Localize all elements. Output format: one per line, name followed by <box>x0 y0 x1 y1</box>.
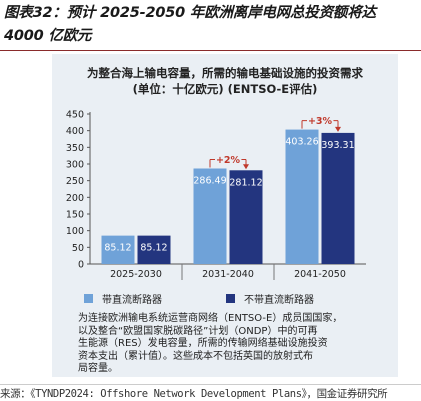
bar <box>321 132 355 264</box>
bar <box>193 168 227 264</box>
annotation-label: +3% <box>308 116 333 127</box>
y-tick-label: 350 <box>66 143 84 154</box>
chart-title: 为整合海上输电容量，所需的输电基础设施的投资需求 <box>87 66 363 80</box>
chart-legend: 带直流断路器 不带直流断路器 <box>84 291 384 306</box>
x-tick-label: 2025-2030 <box>110 269 162 280</box>
title-divider <box>0 50 421 51</box>
source-text: 来源：《TYNDP2024: Offshore Network Developm… <box>0 388 388 400</box>
legend-swatch-without-breaker <box>226 293 235 303</box>
chart-note: 为连接欧洲输电系统运营商网络（ENTSO-E）成员国国家， 以及整合“欧盟国家脱… <box>78 313 368 376</box>
annotation-arrowhead <box>335 126 341 132</box>
chart-heading: 为整合海上输电容量，所需的输电基础设施的投资需求 (单位：十亿欧元) (ENTS… <box>52 65 398 97</box>
note-line: 以及整合“欧盟国家脱碳路径”计划（ONDP）中的可再 <box>78 325 318 337</box>
y-tick-label: 50 <box>72 243 84 254</box>
figure-title-line-2: 4000 亿欧元 <box>4 28 92 44</box>
annotation-label: +2% <box>216 155 241 166</box>
bar <box>285 129 319 264</box>
legend-label-without-breaker: 不带直流断路器 <box>244 294 314 306</box>
note-line: 生能源（RES）发电容量，所需的传输网络基础设施投资 <box>78 338 328 349</box>
legend-item-without-breaker: 不带直流断路器 <box>226 291 314 306</box>
note-line: 局容量。 <box>78 363 118 374</box>
chart-panel: 为整合海上输电容量，所需的输电基础设施的投资需求 (单位：十亿欧元) (ENTS… <box>52 54 398 377</box>
annotation-arrowhead <box>243 164 249 170</box>
bar-data-label: 281.12 <box>229 177 262 188</box>
bar-data-label: 393.31 <box>321 140 354 151</box>
y-tick-label: 450 <box>66 110 84 121</box>
y-tick-label: 200 <box>66 193 84 204</box>
bar <box>101 235 135 264</box>
chart-subtitle: (单位：十亿欧元) (ENTSO-E评估) <box>132 82 318 96</box>
bar <box>137 235 171 264</box>
bar-data-label: 85.12 <box>104 243 131 254</box>
bar-data-label: 85.12 <box>140 243 167 254</box>
legend-swatch-with-breaker <box>84 293 93 303</box>
legend-label-with-breaker: 带直流断路器 <box>102 294 162 306</box>
note-line: 资本支出（累计值）。这些成本不包括英国的放射式布 <box>78 350 313 362</box>
x-tick-label: 2031-2040 <box>202 269 254 280</box>
y-tick-label: 300 <box>66 160 84 171</box>
x-tick-label: 2041-2050 <box>294 269 346 280</box>
figure-title: 图表32：预计 2025-2050 年欧洲离岸电网总投资额将达 4000 亿欧元 <box>4 2 420 48</box>
y-tick-label: 150 <box>66 210 84 221</box>
bar-chart: 0 50 100 150 200 250 300 350 400 450 2025-2030 85.1… <box>66 110 366 280</box>
bar-data-label: 286.49 <box>193 176 226 187</box>
source-divider <box>0 384 421 385</box>
legend-item-with-breaker: 带直流断路器 <box>84 291 162 306</box>
note-line: 为连接欧洲输电系统运营商网络（ENTSO-E）成员国国家， <box>78 313 343 324</box>
y-tick-label: 400 <box>66 126 84 137</box>
y-tick-label: 250 <box>66 176 84 187</box>
bar-data-label: 403.26 <box>285 137 318 148</box>
bar <box>229 170 263 264</box>
figure-title-line-1: 图表32：预计 2025-2050 年欧洲离岸电网总投资额将达 <box>4 5 376 21</box>
y-tick-label: 100 <box>66 226 84 237</box>
y-tick-label: 0 <box>78 260 84 271</box>
